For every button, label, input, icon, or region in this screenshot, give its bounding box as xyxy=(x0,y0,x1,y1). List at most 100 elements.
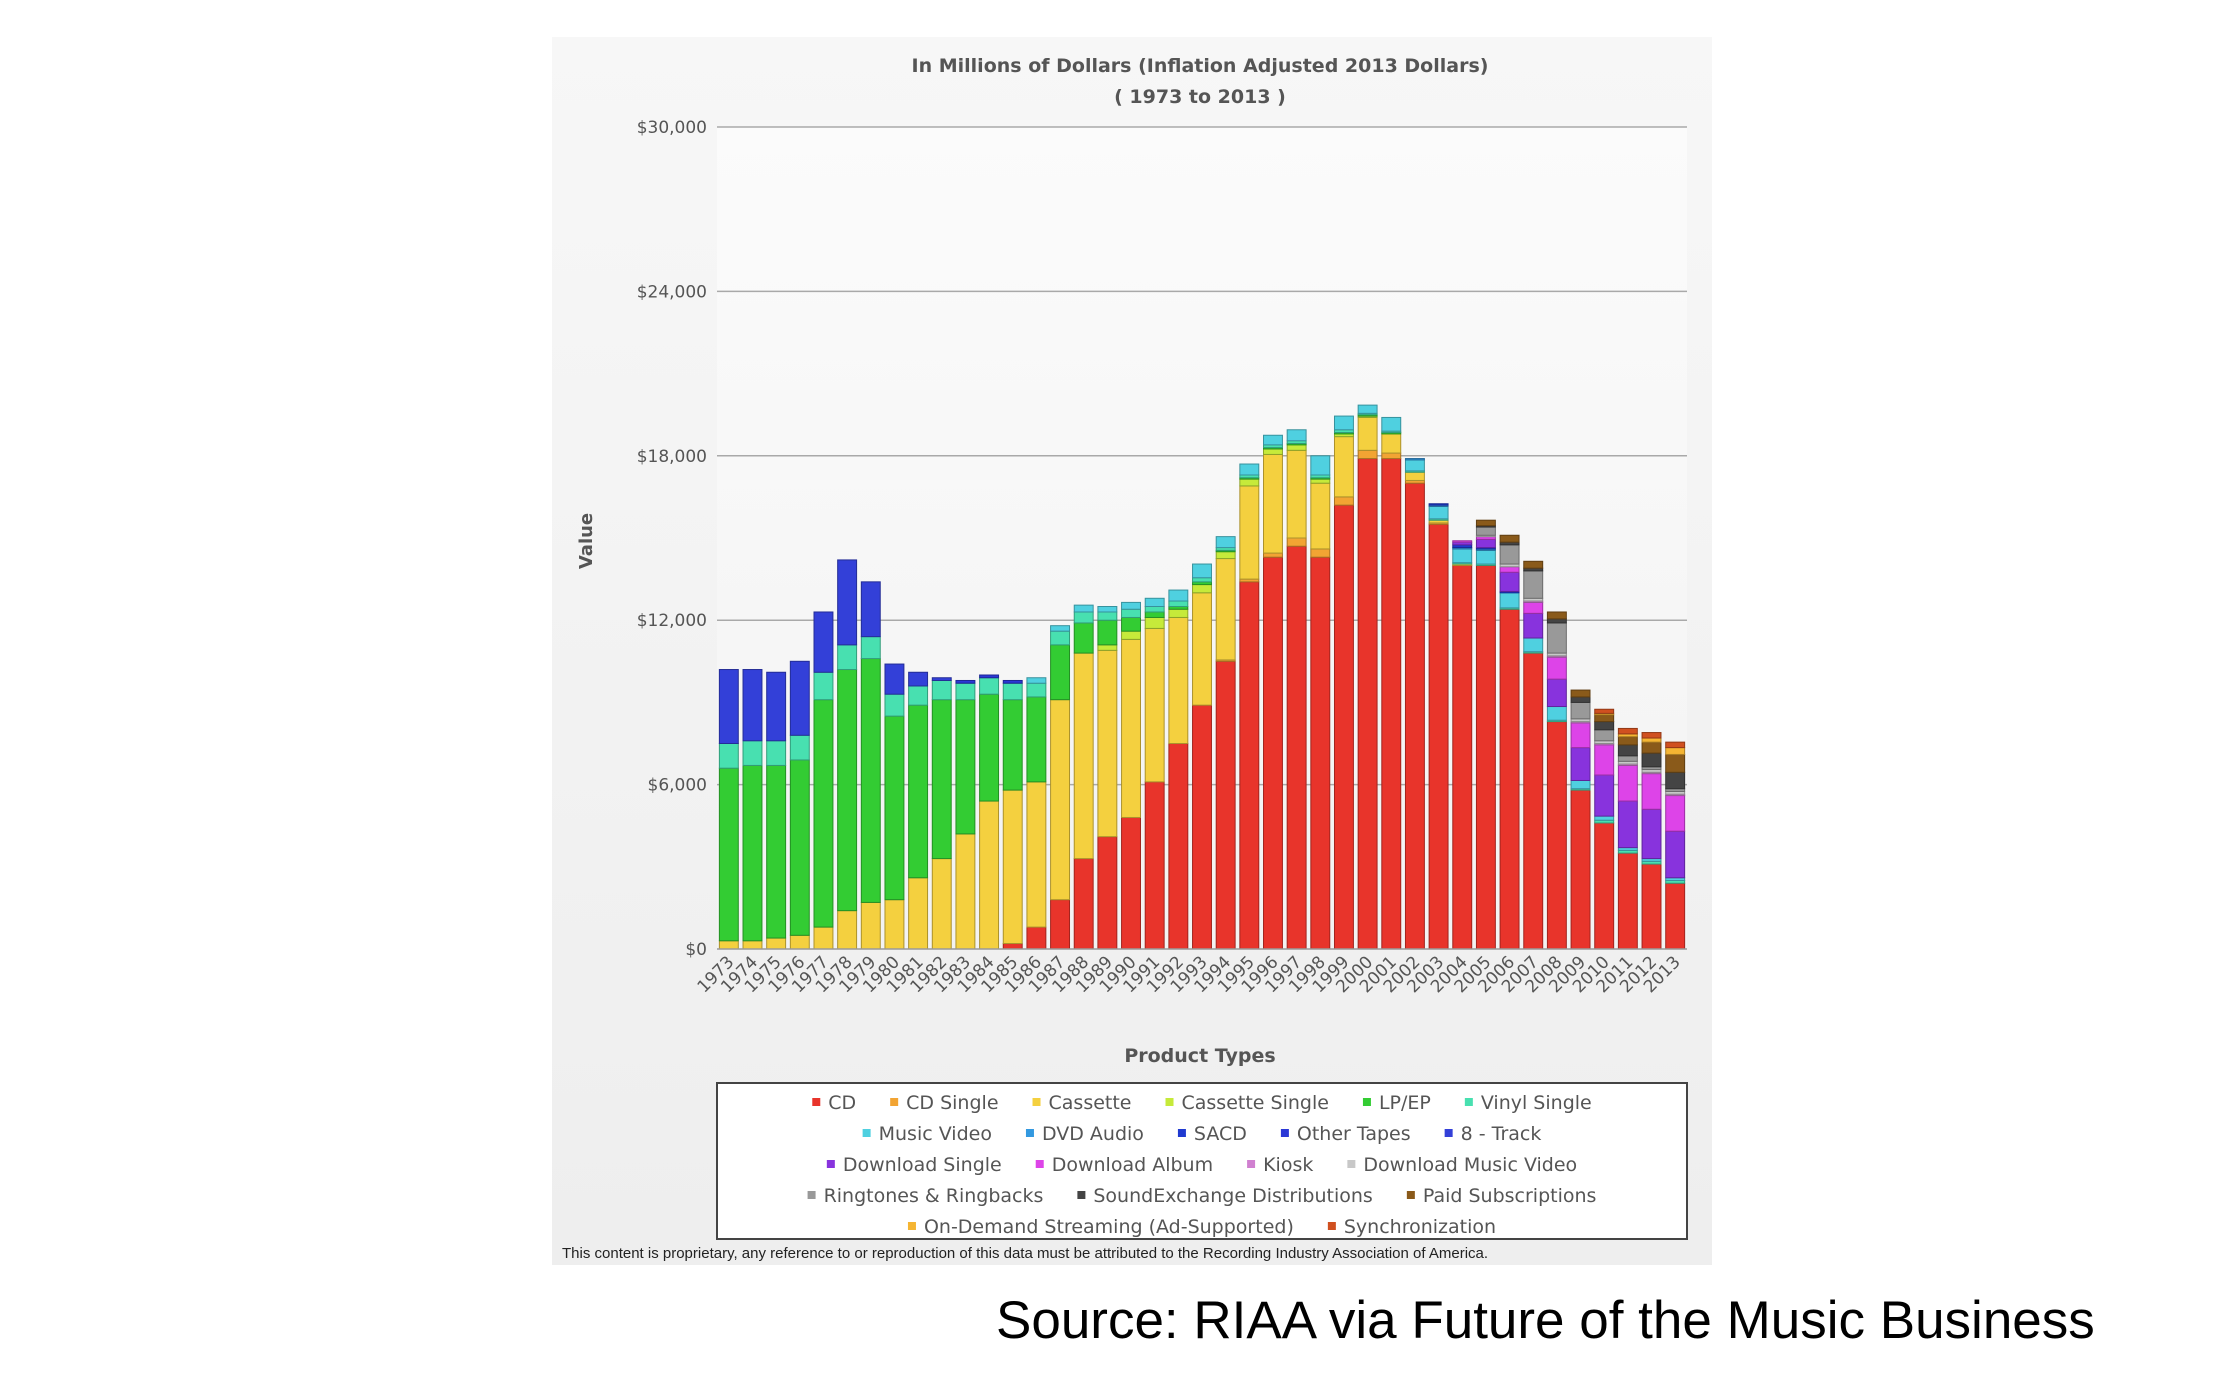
legend-label: CD xyxy=(828,1092,856,1114)
bar-segment xyxy=(1546,656,1567,680)
bar-segment xyxy=(789,934,810,950)
bar-segment xyxy=(813,699,834,928)
bar-segment xyxy=(955,699,976,835)
source-caption: Source: RIAA via Future of the Music Bus… xyxy=(996,1291,2095,1350)
chart-panel: $0 $6,000 $12,000 $18,000 $24,000 $30,000 197… xyxy=(552,37,1712,1265)
bar-segment xyxy=(1026,781,1047,928)
bar-segment xyxy=(1617,755,1638,762)
bar-segment xyxy=(1286,444,1307,451)
bar-segment xyxy=(1499,544,1520,565)
bar-segment xyxy=(789,660,810,736)
bar-segment xyxy=(1239,485,1260,580)
bar-segment xyxy=(1333,415,1354,431)
y-axis-title: Value xyxy=(576,513,597,569)
bar-segment xyxy=(1546,678,1567,708)
bar-segment xyxy=(1570,689,1591,698)
bar-segment xyxy=(908,704,929,879)
bar-segment xyxy=(1144,616,1165,629)
bar-segment xyxy=(1357,458,1378,950)
bar-segment xyxy=(837,644,858,671)
legend-swatch xyxy=(907,1222,916,1230)
bar-segment xyxy=(1144,606,1165,613)
bar-segment xyxy=(908,877,929,950)
bar-segment xyxy=(1665,882,1686,950)
bar-segment xyxy=(1617,727,1638,735)
bar-segment xyxy=(955,679,976,684)
bar-segment xyxy=(1475,549,1496,565)
bar-segment xyxy=(1026,682,1047,698)
bar-segment xyxy=(1310,455,1331,476)
bar-segment xyxy=(837,559,858,646)
legend-label: Download Single xyxy=(843,1154,1002,1176)
bar-segment xyxy=(1523,560,1544,569)
bar-segment xyxy=(1239,478,1260,487)
bar-segment xyxy=(1215,551,1236,560)
bar-segment xyxy=(1594,729,1615,742)
bar-segment xyxy=(979,674,1000,679)
bar-segment xyxy=(1239,581,1260,950)
bar-segment xyxy=(1641,863,1662,950)
legend-label: Cassette Single xyxy=(1182,1092,1329,1114)
bar-segment xyxy=(1617,800,1638,849)
legend-swatch xyxy=(1247,1160,1256,1168)
bar-segment xyxy=(1665,795,1686,832)
bar-segment xyxy=(1665,830,1686,879)
bar-segment xyxy=(1263,556,1283,950)
bar-segment xyxy=(1026,926,1047,950)
bar-segment xyxy=(1594,815,1615,821)
legend-label: Paid Subscriptions xyxy=(1423,1185,1597,1207)
bar-segment xyxy=(1617,852,1638,950)
bar-segment xyxy=(742,764,763,942)
bar-segment xyxy=(1665,747,1686,755)
bar-segment xyxy=(1381,416,1402,432)
bar-segment xyxy=(1357,404,1378,414)
bar-segment xyxy=(1357,449,1378,460)
bar-segment xyxy=(1404,459,1425,472)
bar-segment xyxy=(1665,771,1686,790)
legend-label: Kiosk xyxy=(1263,1154,1313,1176)
bar-segment xyxy=(884,899,905,950)
legend-label: Synchronization xyxy=(1344,1216,1496,1238)
bar-segment xyxy=(1499,566,1520,573)
bar-segment xyxy=(1617,764,1638,802)
legend-swatch xyxy=(1025,1129,1034,1137)
bar-segment xyxy=(742,740,763,766)
bar-segment xyxy=(908,671,929,687)
bar-segment xyxy=(1428,503,1449,506)
bar-segment xyxy=(884,663,905,695)
bars-layer xyxy=(717,404,1687,950)
legend-swatch xyxy=(1077,1191,1086,1199)
bar-segment xyxy=(789,759,810,936)
bar-segment xyxy=(1192,704,1212,950)
bar-segment xyxy=(1452,548,1473,564)
bar-segment xyxy=(1617,744,1638,757)
bar-segment xyxy=(1523,652,1544,950)
y-tick-label: $12,000 xyxy=(637,611,707,631)
x-axis-title: Product Types xyxy=(1124,1045,1275,1067)
legend-box xyxy=(716,1082,1688,1240)
bar-segment xyxy=(1073,611,1094,624)
bar-segment xyxy=(837,910,858,950)
bar-segment xyxy=(1121,638,1141,818)
bar-segment xyxy=(1665,753,1686,773)
bar-segment xyxy=(1381,458,1402,950)
bar-segment xyxy=(884,693,905,717)
bar-segment xyxy=(1570,789,1591,950)
bar-segment xyxy=(1570,747,1591,781)
bar-segment xyxy=(979,800,1000,950)
bar-segment xyxy=(931,699,952,860)
bar-segment xyxy=(1168,608,1189,618)
bar-segment xyxy=(1333,504,1354,950)
bar-segment xyxy=(1499,571,1520,592)
bar-segment xyxy=(1404,458,1425,461)
bar-segment xyxy=(1002,943,1023,950)
bar-segment xyxy=(837,669,858,912)
bar-segment xyxy=(908,685,929,706)
y-tick-label: $24,000 xyxy=(637,282,707,302)
y-tick-label: $6,000 xyxy=(648,776,707,796)
bar-segment xyxy=(1073,858,1094,950)
legend-swatch xyxy=(1406,1191,1415,1199)
bar-segment xyxy=(1594,744,1615,776)
bar-segment xyxy=(1215,536,1236,549)
legend-swatch xyxy=(1327,1222,1336,1230)
